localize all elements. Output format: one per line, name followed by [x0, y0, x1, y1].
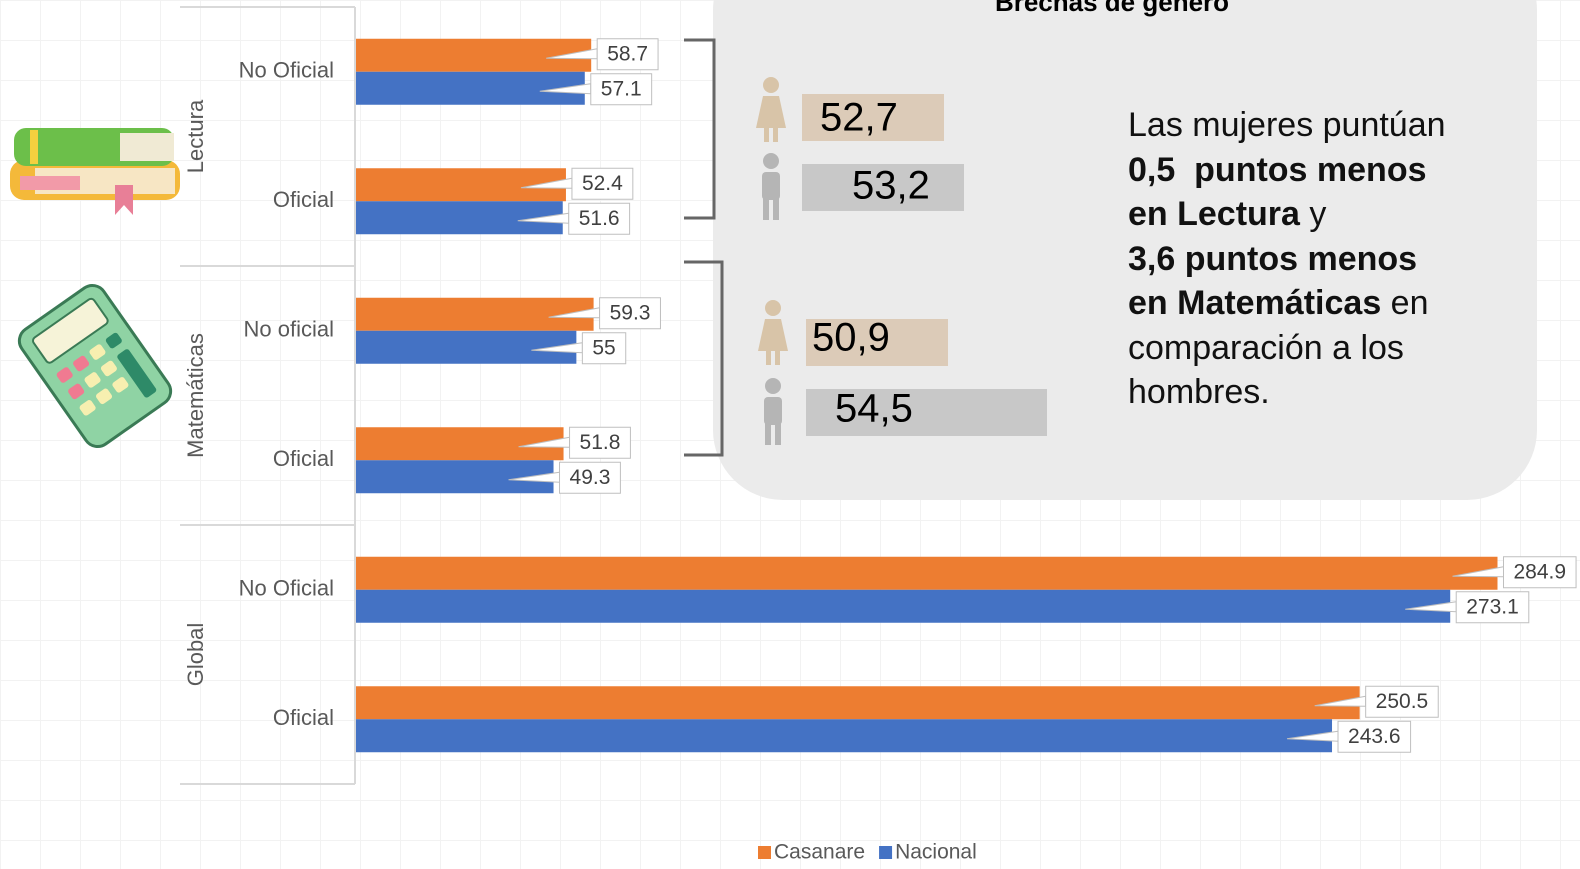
panel-text: Las mujeres puntúan 0,5 puntos menos en Le… — [1128, 103, 1446, 415]
text-run: Las mujeres puntúan — [1128, 106, 1446, 144]
y-tick-label: No Oficial — [239, 58, 334, 83]
female-score: 52,7 — [820, 96, 898, 140]
legend-label: Nacional — [895, 841, 977, 864]
data-label: 57.1 — [601, 77, 642, 100]
data-label: 243.6 — [1348, 725, 1401, 748]
y-tick-label: Oficial — [273, 705, 334, 730]
data-label: 51.8 — [580, 431, 621, 454]
bar — [356, 331, 576, 364]
male-score: 53,2 — [852, 164, 930, 208]
group-label: Lectura — [183, 99, 208, 173]
data-label: 250.5 — [1376, 690, 1429, 713]
text-run: 3,6 puntos menos — [1128, 240, 1417, 278]
data-label: 59.3 — [610, 301, 651, 324]
female-score: 50,9 — [812, 316, 890, 360]
calculator-icon — [14, 280, 176, 452]
data-label: 58.7 — [607, 42, 648, 65]
legend-label: Casanare — [774, 841, 865, 864]
text-run: comparación a los — [1128, 329, 1404, 367]
bar — [356, 39, 591, 72]
y-tick-label: Oficial — [273, 187, 334, 212]
data-label: 52.4 — [582, 172, 623, 195]
bar — [356, 298, 594, 331]
group-label: Global — [183, 623, 208, 687]
page: Brechas de género 52,7 53,2 50,9 54,5 Le… — [0, 0, 1580, 869]
bar — [356, 590, 1450, 623]
text-run: hombres. — [1128, 373, 1270, 411]
text-run: en Matemáticas — [1128, 284, 1381, 322]
text-run: en Lectura — [1128, 195, 1300, 233]
legend-swatch — [879, 846, 892, 859]
y-tick-label: No Oficial — [239, 576, 334, 601]
legend-swatch — [758, 846, 771, 859]
bar — [356, 72, 585, 105]
data-label: 284.9 — [1513, 560, 1566, 583]
y-tick-label: Oficial — [273, 446, 334, 471]
data-label: 273.1 — [1466, 595, 1519, 618]
bar — [356, 557, 1497, 590]
books-icon — [10, 128, 180, 215]
bar — [356, 686, 1360, 719]
y-tick-label: No oficial — [244, 317, 334, 342]
bracket — [684, 40, 714, 218]
group-label: Matemáticas — [183, 333, 208, 458]
bar — [356, 719, 1332, 752]
text-run: y — [1300, 195, 1326, 233]
data-label: 49.3 — [570, 466, 611, 489]
data-label: 51.6 — [579, 207, 620, 230]
text-run: 0,5 puntos menos — [1128, 151, 1427, 189]
panel-title: Brechas de género — [995, 0, 1229, 17]
data-label: 55 — [592, 336, 615, 359]
text-run: en — [1381, 284, 1428, 322]
bar — [356, 201, 563, 234]
male-score: 54,5 — [835, 387, 913, 431]
bar — [356, 460, 554, 493]
